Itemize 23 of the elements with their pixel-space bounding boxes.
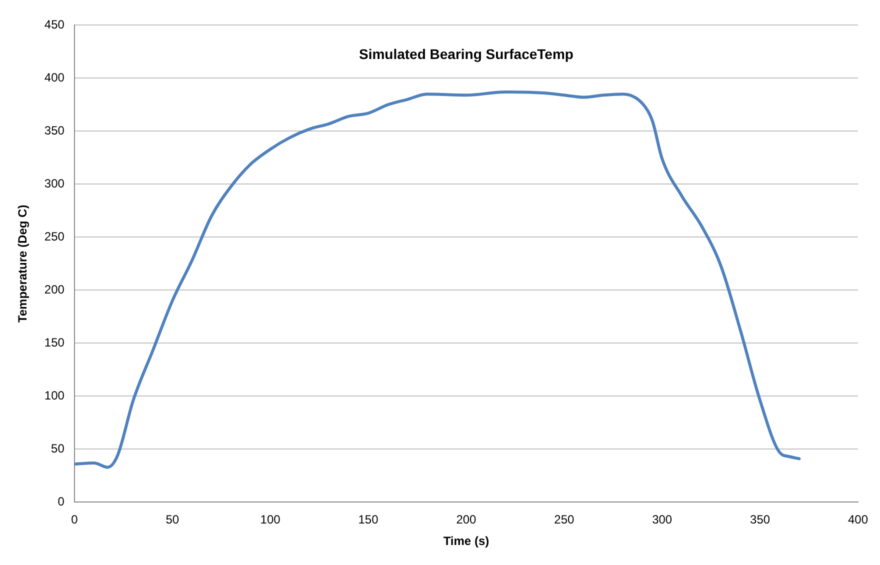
x-tick-label: 200 [456,512,477,527]
y-tick-label: 300 [44,176,65,191]
y-axis-title: Temperature (Deg C) [16,204,30,323]
y-tick-label: 400 [44,70,65,85]
line-series [74,90,801,469]
y-tick-label: 450 [44,18,65,32]
y-tick-label: 250 [44,230,65,244]
x-tick-label: 350 [750,512,770,527]
text: Simulated Bearing SurfaceTemp [358,46,574,62]
x-tick-label: 100 [260,512,281,527]
x-tick-label: 50 [166,512,180,527]
x-tick-label: 0 [71,512,78,527]
y-tick-label: 150 [44,336,65,350]
y-tick-label: 0 [58,494,65,509]
x-tick-label: 300 [652,512,672,527]
x-tick-label: 250 [554,512,574,527]
y-tick-label: 350 [44,124,65,138]
y-tick-label: 200 [44,282,65,297]
y-tick-label: 50 [51,442,65,456]
x-tick-label: 150 [358,512,379,527]
y-tick-label: 100 [44,388,65,403]
x-tick-label: 400 [848,512,868,527]
x-axis-title: Time (s) [443,534,490,548]
